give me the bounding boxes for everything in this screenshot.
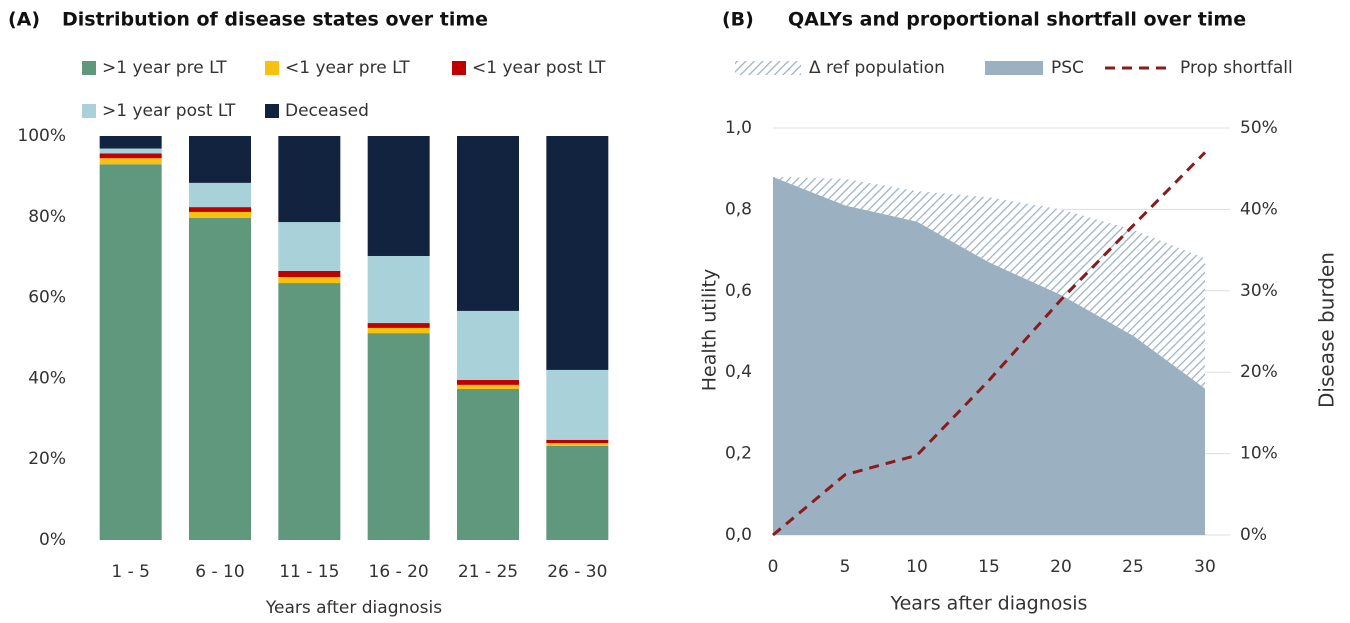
legend-label: Deceased <box>285 101 369 121</box>
bar-segment <box>367 333 430 540</box>
bar-segment <box>546 439 609 444</box>
x-tick-label: 6 - 10 <box>195 562 244 582</box>
bar-segment <box>457 384 519 389</box>
y-tick-label: 0,6 <box>725 281 752 301</box>
legend-swatch <box>82 104 96 118</box>
x-tick-label: 26 - 30 <box>547 562 607 582</box>
bar-segment <box>457 310 519 381</box>
x-tick-label: 0 <box>768 557 779 577</box>
bar-segment <box>189 207 251 212</box>
bar-segment <box>457 380 519 385</box>
bar-segment <box>278 136 341 223</box>
legend-swatch <box>265 104 279 118</box>
panel-label: (A) <box>8 9 40 31</box>
y2-tick-label: 10% <box>1240 444 1278 464</box>
y2-axis-label: Disease burden <box>1315 252 1339 408</box>
bar-segment <box>189 211 251 219</box>
y-tick-label: 40% <box>28 368 66 388</box>
x-tick-label: 5 <box>840 557 851 577</box>
legend-label: <1 year pre LT <box>285 58 410 78</box>
y-tick-label: 20% <box>28 449 66 469</box>
bar-segment <box>99 153 162 159</box>
y2-tick-label: 40% <box>1240 199 1278 219</box>
bar-segment <box>189 182 251 208</box>
y-tick-label: 0,2 <box>725 444 752 464</box>
bar-segment <box>546 445 609 540</box>
y-tick-label: 1,0 <box>725 118 752 138</box>
bar-segment <box>99 148 162 154</box>
bar-segment <box>367 136 430 256</box>
bar-segment <box>99 136 162 149</box>
bar-segment <box>278 270 341 277</box>
legend-label: <1 year post LT <box>472 58 606 78</box>
area <box>773 176 1205 389</box>
chart-title: Distribution of disease states over time <box>62 9 488 31</box>
y-tick-label: 60% <box>28 288 66 308</box>
y-tick-label: 80% <box>28 207 66 227</box>
bar-segment <box>189 136 251 183</box>
bar-segment <box>546 443 609 446</box>
x-tick-label: 15 <box>978 557 1000 577</box>
x-axis-label: Years after diagnosis <box>265 598 442 618</box>
bar-segment <box>457 136 519 311</box>
x-tick-label: 20 <box>1050 557 1072 577</box>
area <box>773 176 1205 535</box>
legend-swatch <box>452 61 466 75</box>
y-tick-label: 0,8 <box>725 199 752 219</box>
bar-segment <box>278 222 341 271</box>
x-tick-label: 11 - 15 <box>279 562 339 582</box>
bar-segment <box>189 218 251 540</box>
legend-label: PSC <box>1051 58 1084 78</box>
y-tick-label: 0,4 <box>725 362 752 382</box>
legend-label: Δ ref population <box>809 58 945 78</box>
legend-swatch <box>82 61 96 75</box>
y-tick-label: 0% <box>39 530 66 550</box>
x-axis-label: Years after diagnosis <box>890 593 1088 615</box>
x-tick-label: 16 - 20 <box>369 562 429 582</box>
legend-swatch <box>985 61 1043 75</box>
y2-tick-label: 0% <box>1240 525 1267 545</box>
legend-label: Prop shortfall <box>1180 58 1293 78</box>
y2-tick-label: 20% <box>1240 362 1278 382</box>
bar-segment <box>278 276 341 284</box>
x-tick-label: 30 <box>1194 557 1216 577</box>
legend-swatch <box>265 61 279 75</box>
bar-segment <box>546 369 609 440</box>
line <box>772 151 1207 537</box>
legend-label: >1 year pre LT <box>102 58 227 78</box>
legend-swatch <box>735 61 801 75</box>
bar-segment <box>367 327 430 334</box>
y2-tick-label: 50% <box>1240 118 1278 138</box>
bar-segment <box>367 323 430 328</box>
x-tick-label: 1 - 5 <box>111 562 150 582</box>
bar-segment <box>278 283 341 540</box>
chart-title: QALYs and proportional shortfall over ti… <box>788 9 1246 31</box>
bar-segment <box>457 388 519 540</box>
x-tick-label: 10 <box>906 557 928 577</box>
bar-segment <box>99 164 162 540</box>
bar-segment <box>546 136 609 370</box>
x-tick-label: 21 - 25 <box>458 562 518 582</box>
x-tick-label: 25 <box>1122 557 1144 577</box>
y-tick-label: 100% <box>17 126 66 146</box>
bar-segment <box>367 255 430 324</box>
y2-tick-label: 30% <box>1240 281 1278 301</box>
y-tick-label: 0,0 <box>725 525 752 545</box>
y-axis-label: Health utility <box>699 269 721 391</box>
panel-label: (B) <box>722 9 754 31</box>
bar-segment <box>99 158 162 165</box>
legend-label: >1 year post LT <box>102 101 236 121</box>
